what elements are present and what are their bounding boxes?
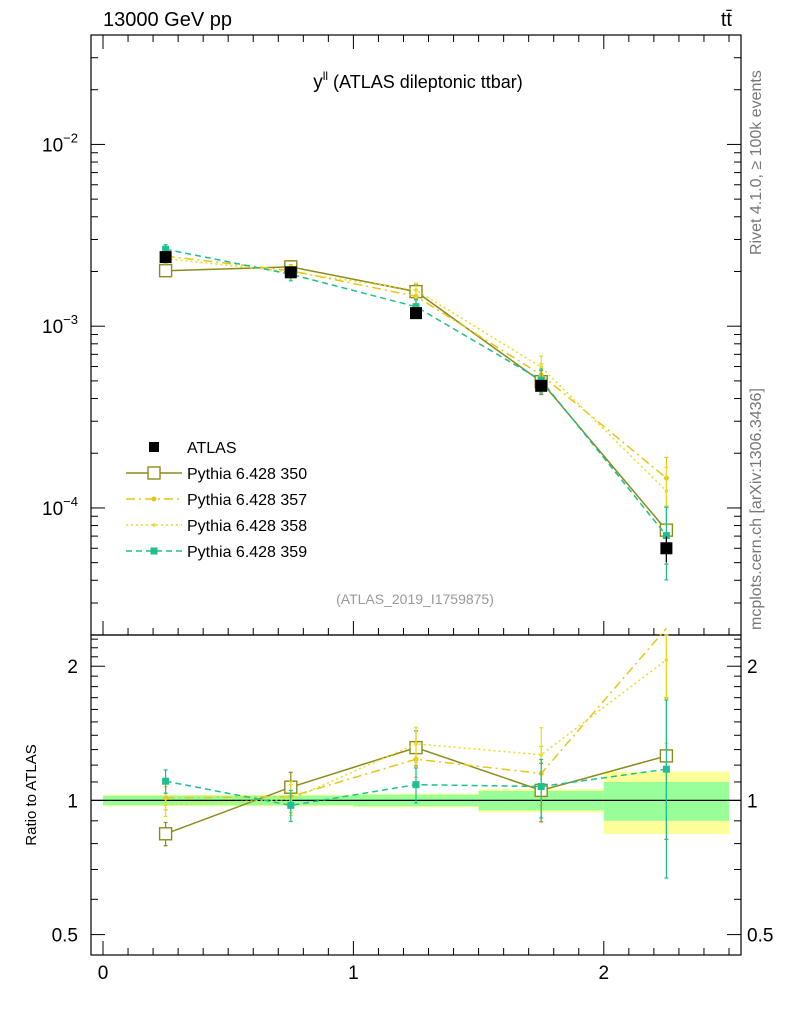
- ratio-y-tick-label-right: 0.5: [747, 926, 773, 947]
- series-marker: [539, 752, 543, 757]
- series-marker: [162, 245, 170, 253]
- energy-label: 13000 GeV pp: [103, 9, 232, 31]
- legend-label: ATLAS: [187, 440, 237, 457]
- y-tick-label: 10−4: [42, 494, 78, 520]
- data-marker: [159, 251, 172, 264]
- series-marker: [664, 489, 669, 493]
- y-tick-label: 10−3: [42, 312, 78, 338]
- analysis-id: (ATLAS_2019_I1759875): [336, 591, 494, 607]
- series-marker: [152, 523, 156, 527]
- series-line: [165, 248, 667, 537]
- series-marker: [662, 765, 670, 773]
- series-layer: [158, 244, 674, 879]
- series-pythia-6-428-359: [162, 244, 670, 879]
- y-tick-label: 10−2: [42, 130, 78, 156]
- axis-ticks: [91, 34, 741, 955]
- series-ratio-line: [165, 659, 667, 806]
- series-marker: [147, 466, 161, 480]
- data-marker: [410, 307, 422, 320]
- data-marker: [660, 542, 673, 555]
- series-marker: [162, 777, 170, 785]
- ratio-y-tick-label: 1: [67, 791, 78, 812]
- ratio-y-tick-label-right: 2: [747, 657, 758, 678]
- series-marker: [163, 802, 168, 807]
- series-marker: [414, 742, 418, 746]
- series-atlas-data: [159, 251, 673, 563]
- series-marker: [158, 827, 173, 841]
- process-label: tt̄: [721, 9, 733, 31]
- series-marker: [287, 801, 295, 809]
- ratio-panel-frame: [90, 634, 742, 956]
- legend-swatch: [149, 442, 159, 452]
- series-marker: [539, 365, 543, 369]
- series-marker: [662, 532, 670, 540]
- rivet-label: Rivet 4.1.0, ≥ 100k events: [748, 70, 765, 255]
- legend-label: Pythia 6.428 359: [187, 544, 307, 561]
- legend: ATLAS Pythia 6.428 350 Pythia 6.428 357 Pyt…: [126, 440, 307, 561]
- x-tick-label: 1: [348, 963, 359, 984]
- x-tick-label: 2: [599, 963, 610, 984]
- legend-label: Pythia 6.428 358: [187, 518, 307, 535]
- plot-title: yll (ATLAS dileptonic ttbar): [313, 69, 523, 93]
- ratio-y-tick-label: 2: [67, 657, 78, 678]
- tick-labels: 0 1 2 10−2 10−3 10−4 2 2 1 1 0.5 0.5: [42, 130, 773, 984]
- series-marker: [414, 288, 418, 292]
- ratio-y-tick-label-right: 1: [747, 791, 758, 812]
- mcplots-label: mcplots.cern.ch [arXiv:1306.3436]: [748, 388, 765, 630]
- x-tick-label: 0: [98, 963, 109, 984]
- series-marker: [412, 781, 420, 789]
- series-marker: [664, 658, 669, 662]
- series-marker: [150, 547, 158, 555]
- legend-label: Pythia 6.428 357: [187, 492, 307, 509]
- legend-label: Pythia 6.428 350: [187, 466, 307, 483]
- ratio-ylabel: Ratio to ATLAS: [23, 744, 40, 845]
- ratio-y-tick-label: 0.5: [52, 926, 78, 947]
- series-marker: [151, 496, 157, 502]
- data-marker: [284, 266, 297, 279]
- series-marker: [158, 263, 173, 278]
- series-pythia-6-428-358: [163, 253, 669, 818]
- data-marker: [535, 379, 548, 392]
- series-marker: [537, 783, 545, 791]
- series-marker: [412, 303, 420, 311]
